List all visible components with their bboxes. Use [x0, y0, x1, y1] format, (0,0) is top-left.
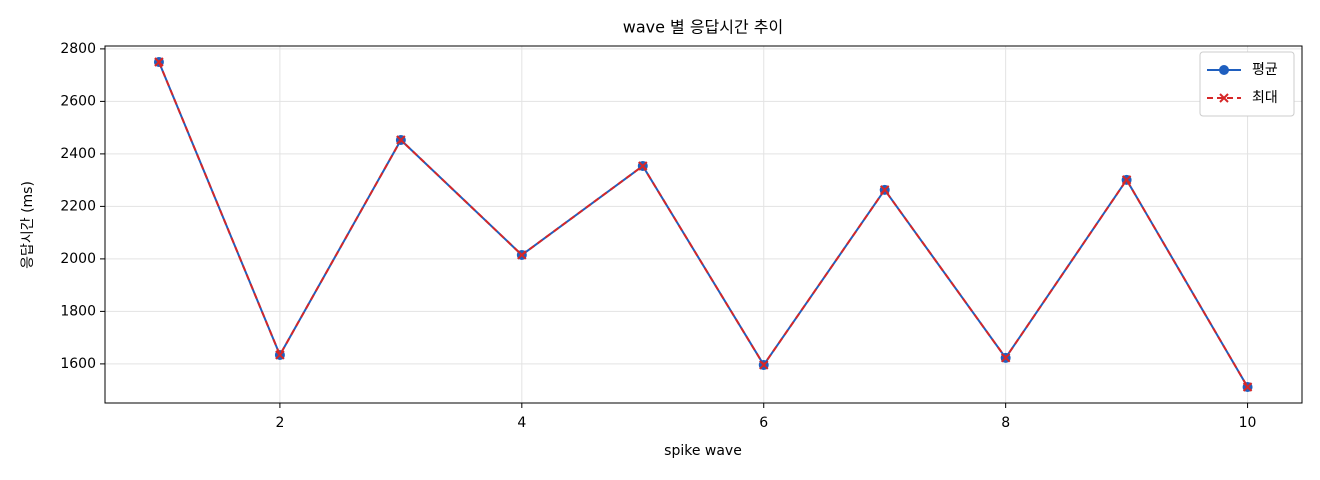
- x-tick-label: 4: [517, 415, 526, 431]
- legend-label: 최대: [1252, 90, 1278, 106]
- marker: [154, 57, 164, 67]
- marker: [1242, 382, 1253, 392]
- legend-box: [1199, 51, 1295, 117]
- y-tick-label: 2200: [60, 198, 96, 214]
- legend-marker: [1219, 93, 1229, 103]
- plot-frame: [104, 45, 1303, 404]
- y-tick-label: 2600: [60, 93, 96, 109]
- y-tick-label: 2400: [60, 146, 96, 162]
- x-tick-label: 2: [275, 415, 284, 431]
- y-tick-label: 2000: [60, 251, 96, 267]
- chart-title: wave 별 응답시간 추이: [623, 18, 784, 37]
- marker: [275, 350, 285, 360]
- marker: [1121, 175, 1132, 185]
- y-tick-label: 2800: [60, 41, 96, 57]
- x-tick-label: 6: [759, 415, 768, 431]
- marker: [638, 161, 648, 171]
- marker: [396, 135, 406, 145]
- x-tick-label: 8: [1001, 415, 1010, 431]
- marker: [759, 360, 769, 370]
- x-axis-label: spike wave: [664, 443, 742, 459]
- marker: [517, 250, 527, 260]
- marker: [1000, 353, 1011, 363]
- marker: [879, 185, 890, 195]
- series-line: [158, 61, 1249, 388]
- y-tick-label: 1600: [60, 356, 96, 372]
- x-tick-label: 10: [1239, 415, 1257, 431]
- legend-label: 평균: [1252, 62, 1278, 78]
- legend-marker: [1219, 65, 1229, 75]
- y-tick-label: 1800: [60, 303, 96, 319]
- y-axis-label: 응답시간 (ms): [20, 181, 36, 269]
